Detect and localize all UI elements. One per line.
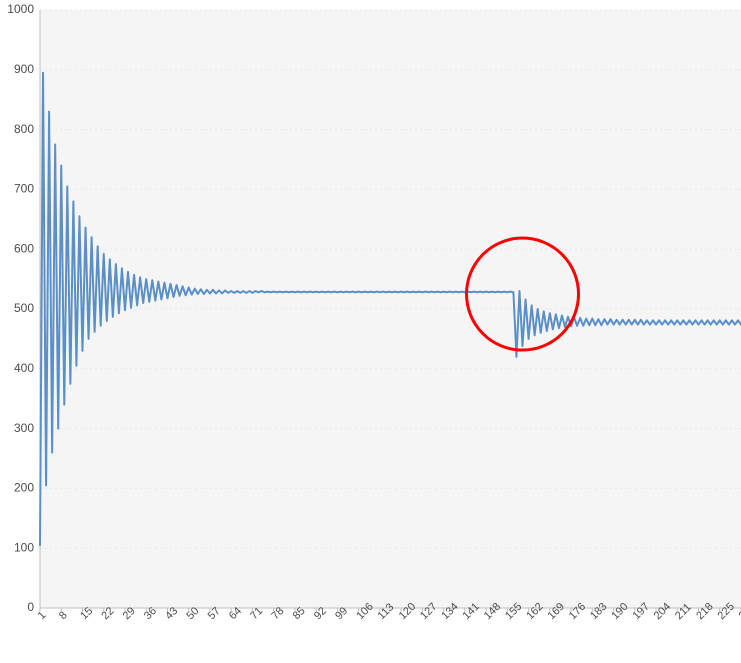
ytick-label: 200 — [14, 481, 34, 495]
ytick-label: 700 — [14, 182, 34, 196]
line-chart: 0100200300400500600700800900100018152229… — [0, 0, 741, 663]
chart-svg: 0100200300400500600700800900100018152229… — [0, 0, 741, 663]
ytick-label: 1000 — [7, 2, 34, 16]
ytick-label: 300 — [14, 421, 34, 435]
ytick-label: 500 — [14, 301, 34, 315]
ytick-label: 100 — [14, 540, 34, 554]
ytick-label: 0 — [27, 600, 34, 614]
ytick-label: 400 — [14, 361, 34, 375]
ytick-label: 900 — [14, 62, 34, 76]
ytick-label: 800 — [14, 122, 34, 136]
ytick-label: 600 — [14, 241, 34, 255]
